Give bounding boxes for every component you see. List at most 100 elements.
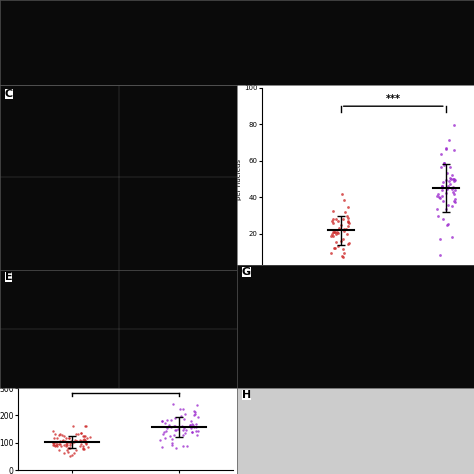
Point xyxy=(52,441,60,449)
Point xyxy=(438,186,446,194)
Point xyxy=(170,431,178,438)
Point xyxy=(329,215,337,223)
Point xyxy=(442,145,450,153)
Point xyxy=(345,239,353,247)
Point xyxy=(289,264,296,272)
Point xyxy=(445,201,452,209)
Point xyxy=(343,212,351,219)
Point xyxy=(329,219,337,227)
Point xyxy=(450,121,457,129)
Point xyxy=(56,430,64,438)
Point xyxy=(443,222,451,229)
Point xyxy=(391,264,398,272)
Point xyxy=(56,440,64,448)
Point xyxy=(340,227,347,235)
Point xyxy=(396,265,404,273)
Point xyxy=(79,442,87,450)
Point xyxy=(49,428,57,435)
Point xyxy=(434,190,442,198)
Point xyxy=(345,203,352,211)
Point xyxy=(439,178,447,185)
Point xyxy=(331,228,338,236)
Point xyxy=(187,417,195,425)
Point xyxy=(86,433,93,441)
Point xyxy=(443,169,451,176)
Point xyxy=(161,428,168,436)
Point xyxy=(84,444,91,451)
Point xyxy=(436,194,443,202)
Point xyxy=(288,266,295,273)
Point xyxy=(328,250,335,257)
Point xyxy=(51,442,59,450)
Point xyxy=(56,438,64,445)
Point xyxy=(290,266,297,273)
Text: H: H xyxy=(242,390,251,400)
Point xyxy=(334,228,341,236)
Point xyxy=(280,265,287,273)
Point xyxy=(72,438,80,445)
Point xyxy=(74,430,82,438)
Point xyxy=(78,428,85,436)
Point xyxy=(52,430,59,438)
Point xyxy=(190,411,198,419)
Point xyxy=(179,426,186,434)
Point xyxy=(82,432,89,439)
Point xyxy=(393,265,401,273)
Point xyxy=(66,444,74,451)
Point xyxy=(328,232,335,239)
Point xyxy=(82,422,90,430)
Point xyxy=(342,226,350,233)
Point xyxy=(50,435,57,442)
Point xyxy=(179,431,187,438)
Point xyxy=(70,438,78,446)
Point xyxy=(159,430,167,438)
Point xyxy=(340,197,348,204)
Point xyxy=(66,441,74,448)
Point xyxy=(331,244,338,251)
Point xyxy=(82,437,89,444)
Point xyxy=(68,451,76,458)
Point xyxy=(332,230,340,238)
Point xyxy=(60,449,68,457)
Point xyxy=(190,424,198,431)
Point xyxy=(392,265,400,273)
Point xyxy=(334,229,342,237)
Point xyxy=(443,184,451,192)
Point xyxy=(447,174,454,182)
Point xyxy=(80,445,88,453)
Point xyxy=(437,150,445,157)
Point xyxy=(439,198,447,205)
Point xyxy=(436,251,444,259)
Point xyxy=(50,440,57,447)
Point xyxy=(345,219,353,227)
Point xyxy=(76,442,84,450)
Point xyxy=(193,401,201,409)
Point xyxy=(188,428,196,436)
Point xyxy=(53,441,61,448)
Point xyxy=(51,441,58,449)
Point xyxy=(171,414,179,422)
Point xyxy=(80,432,88,439)
Point xyxy=(172,426,179,434)
Point xyxy=(448,171,456,179)
Point xyxy=(344,223,352,230)
Title: H1299: H1299 xyxy=(108,377,143,387)
Point xyxy=(59,437,67,444)
Point xyxy=(55,446,63,454)
Point xyxy=(50,441,57,449)
Point xyxy=(171,422,178,430)
Point xyxy=(448,185,456,192)
Point xyxy=(340,236,347,243)
Point xyxy=(55,440,63,447)
Point xyxy=(451,176,458,183)
Point xyxy=(451,175,458,183)
Point xyxy=(440,159,447,166)
Point xyxy=(438,164,445,171)
Point xyxy=(394,264,401,272)
Point xyxy=(177,412,185,419)
Point xyxy=(188,428,195,436)
Point xyxy=(82,440,90,448)
Point xyxy=(280,266,287,273)
Point xyxy=(181,410,189,418)
Title: H1299: H1299 xyxy=(349,77,384,87)
